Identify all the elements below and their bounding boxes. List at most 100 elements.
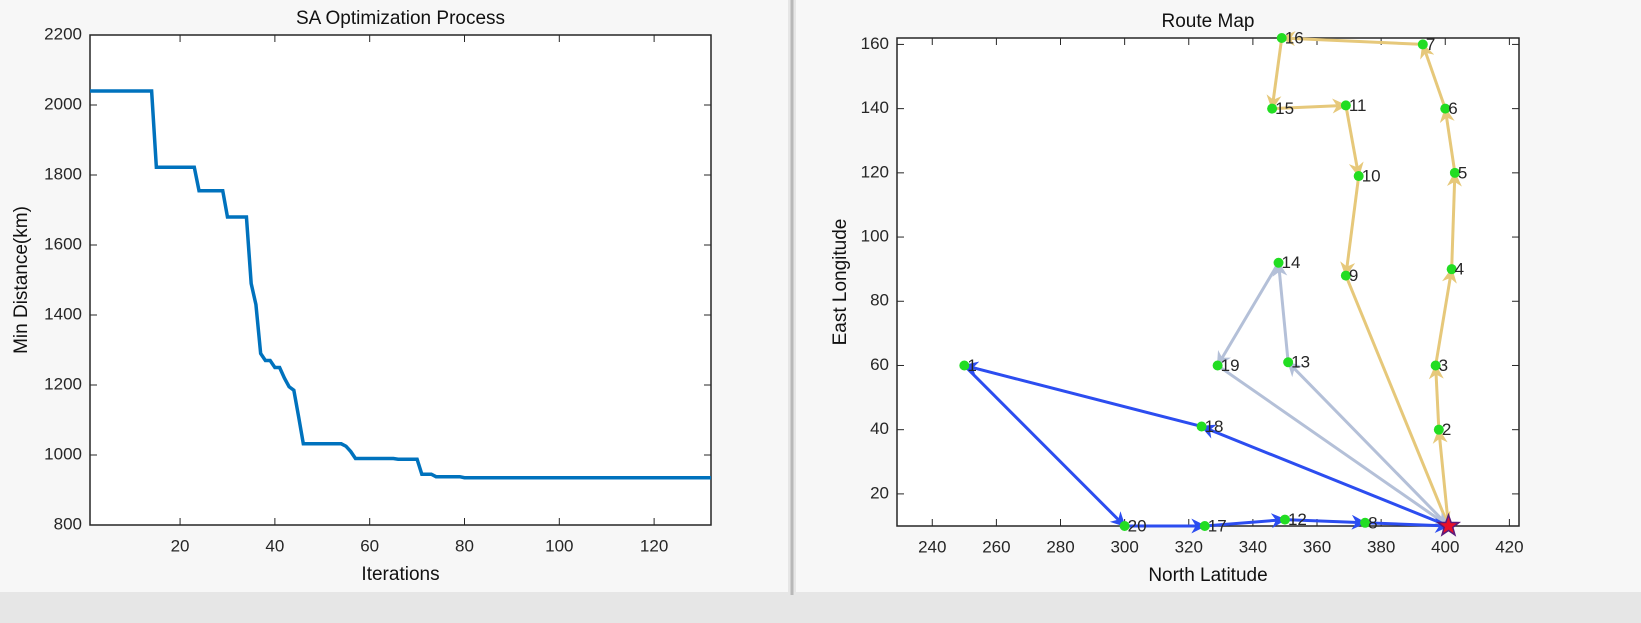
plot-area bbox=[89, 34, 712, 526]
chart-title: Route Map bbox=[1162, 11, 1255, 32]
x-tick-label: 420 bbox=[1495, 537, 1523, 556]
x-tick-label: 20 bbox=[171, 536, 190, 555]
x-tick-label: 280 bbox=[1046, 537, 1074, 556]
node-label: 19 bbox=[1221, 356, 1240, 375]
node-marker bbox=[1433, 424, 1444, 435]
node-marker bbox=[1283, 357, 1294, 368]
node-marker bbox=[1440, 103, 1451, 114]
plot-area bbox=[896, 37, 1520, 527]
route-segment bbox=[1287, 361, 1450, 528]
x-tick-label: 80 bbox=[455, 536, 474, 555]
node-marker bbox=[1340, 270, 1351, 281]
y-tick-label: 60 bbox=[870, 355, 889, 374]
node-label: 2 bbox=[1442, 420, 1451, 439]
node-marker bbox=[1446, 264, 1457, 275]
y-tick-label: 80 bbox=[870, 291, 889, 310]
node-marker bbox=[1340, 100, 1351, 111]
node-label: 5 bbox=[1458, 163, 1467, 182]
node-label: 16 bbox=[1285, 28, 1304, 47]
x-tick-label: 360 bbox=[1303, 537, 1331, 556]
node-marker bbox=[1196, 421, 1207, 432]
y-tick-label: 140 bbox=[861, 98, 889, 117]
y-tick-label: 2200 bbox=[44, 24, 82, 43]
chart-title: SA Optimization Process bbox=[296, 8, 505, 29]
node-label: 13 bbox=[1291, 353, 1310, 372]
route-segment bbox=[1204, 513, 1287, 529]
node-label: 11 bbox=[1349, 96, 1367, 115]
node-marker bbox=[959, 360, 970, 371]
x-axis-label: Iterations bbox=[361, 564, 439, 585]
y-tick-label: 100 bbox=[861, 227, 889, 246]
node-label: 4 bbox=[1455, 260, 1464, 279]
y-tick-label: 20 bbox=[870, 483, 889, 502]
route-segment bbox=[1216, 261, 1280, 367]
node-marker bbox=[1449, 167, 1460, 178]
route-segment bbox=[1365, 517, 1450, 533]
node-label: 20 bbox=[1128, 516, 1147, 535]
node-marker bbox=[1267, 103, 1278, 114]
x-axis-label: North Latitude bbox=[1148, 565, 1267, 586]
node-marker bbox=[1199, 521, 1210, 531]
y-tick-label: 1000 bbox=[44, 444, 82, 463]
node-label: 7 bbox=[1426, 35, 1435, 54]
route-segment bbox=[963, 364, 1126, 528]
node-marker bbox=[1417, 39, 1428, 50]
route-segment bbox=[1344, 275, 1451, 528]
node-marker bbox=[1212, 360, 1223, 371]
y-tick-label: 1600 bbox=[44, 234, 82, 253]
route-segment bbox=[1446, 171, 1462, 270]
y-tick-label: 2000 bbox=[44, 94, 82, 113]
node-marker bbox=[1353, 171, 1364, 182]
node-label: 3 bbox=[1439, 356, 1448, 375]
x-tick-label: 340 bbox=[1239, 537, 1267, 556]
x-tick-label: 320 bbox=[1175, 537, 1203, 556]
node-marker bbox=[1119, 521, 1130, 531]
node-label: 10 bbox=[1362, 167, 1381, 186]
y-tick-label: 800 bbox=[54, 514, 82, 533]
y-axis-label: Min Distance(km) bbox=[11, 206, 32, 354]
x-tick-label: 120 bbox=[640, 536, 668, 555]
route-segment bbox=[1266, 37, 1284, 111]
node-marker bbox=[1279, 514, 1290, 525]
node-label: 12 bbox=[1288, 510, 1307, 529]
node-label: 9 bbox=[1349, 266, 1358, 285]
node-label: 6 bbox=[1448, 99, 1457, 118]
x-tick-label: 60 bbox=[360, 536, 379, 555]
route-segment bbox=[1272, 261, 1290, 363]
y-tick-label: 120 bbox=[861, 162, 889, 181]
node-marker bbox=[1430, 360, 1441, 371]
route-segment bbox=[1284, 514, 1367, 530]
node-label: 15 bbox=[1275, 99, 1294, 118]
route-segment bbox=[1216, 364, 1450, 528]
x-tick-label: 400 bbox=[1431, 537, 1459, 556]
x-tick-label: 240 bbox=[918, 537, 946, 556]
node-label: 1 bbox=[967, 356, 976, 375]
x-tick-label: 380 bbox=[1367, 537, 1395, 556]
x-tick-label: 300 bbox=[1110, 537, 1138, 556]
route-segment bbox=[1420, 43, 1447, 110]
line-series bbox=[90, 89, 711, 480]
y-tick-label: 160 bbox=[861, 34, 889, 53]
x-tick-label: 40 bbox=[265, 536, 284, 555]
node-label: 14 bbox=[1282, 253, 1301, 272]
route-segment bbox=[1200, 424, 1450, 528]
node-marker bbox=[1273, 257, 1284, 268]
y-tick-label: 1200 bbox=[44, 374, 82, 393]
route-segment bbox=[1432, 428, 1450, 527]
route-segment bbox=[962, 361, 1202, 428]
x-tick-label: 260 bbox=[982, 537, 1010, 556]
x-tick-label: 100 bbox=[545, 536, 573, 555]
node-marker bbox=[1276, 33, 1287, 43]
route-segment bbox=[1434, 267, 1457, 366]
y-axis-label: East Longitude bbox=[830, 219, 851, 346]
route-segment bbox=[1272, 98, 1348, 114]
y-tick-label: 1400 bbox=[44, 304, 82, 323]
route-segment bbox=[1340, 175, 1361, 278]
route-segment bbox=[1428, 363, 1444, 430]
node-label: 17 bbox=[1208, 516, 1227, 535]
depot-marker bbox=[1435, 512, 1462, 537]
node-label: 18 bbox=[1205, 417, 1224, 436]
route-segment bbox=[1344, 105, 1364, 178]
